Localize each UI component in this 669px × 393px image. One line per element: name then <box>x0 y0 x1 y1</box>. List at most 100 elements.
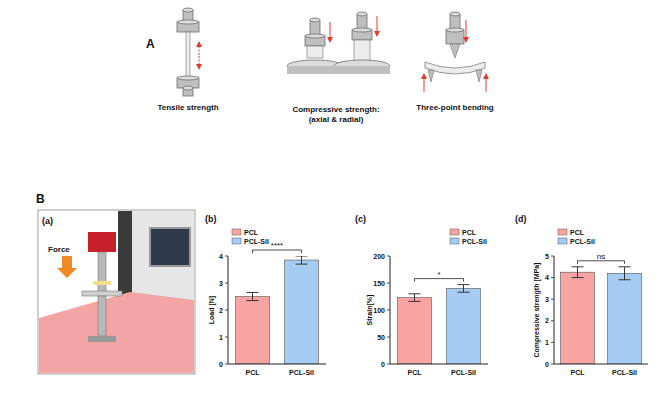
text: Strain[%] <box>366 295 374 326</box>
grip-top <box>357 12 367 16</box>
text: (d) <box>515 214 527 224</box>
force-arrow <box>57 256 77 278</box>
text: PCL-Sil <box>289 369 314 376</box>
plot-marks <box>236 256 319 364</box>
text: Three-point bending <box>416 103 493 112</box>
y-tick <box>225 256 228 257</box>
plot-marks <box>398 285 481 364</box>
force-arrow <box>199 44 200 55</box>
text: (b) <box>205 214 217 224</box>
error-cap <box>409 301 421 302</box>
text: 0 <box>545 361 549 368</box>
grip-top <box>446 28 464 32</box>
lower-fixture <box>82 291 122 296</box>
figure: A Tensile strength Compressive strength: (a… <box>0 0 669 393</box>
x-axis <box>228 364 326 365</box>
error-line <box>252 292 253 300</box>
y-tick <box>551 299 554 300</box>
legend-swatch <box>450 229 459 235</box>
chart: (b)01234PCLPCL-SilLoad [N]****PCLPCL-Sil <box>205 214 326 376</box>
chart: (d)012345PCLPCL-SilCompressive strength … <box>515 214 648 376</box>
error-bar <box>458 285 470 293</box>
force-arrow <box>330 22 331 40</box>
error-line <box>577 267 578 278</box>
text: 200 <box>373 253 385 260</box>
text: 4 <box>545 274 549 281</box>
table <box>39 292 194 373</box>
error-cap <box>296 256 308 257</box>
y-tick <box>551 320 554 321</box>
y-tick <box>387 310 390 311</box>
error-line <box>463 285 464 293</box>
legend-swatch <box>232 229 241 235</box>
y-tick <box>551 342 554 343</box>
support <box>476 70 482 82</box>
bar <box>608 273 642 364</box>
specimen <box>186 32 190 78</box>
grip-top <box>183 86 193 90</box>
y-tick <box>225 283 228 284</box>
text: (a) <box>42 216 53 226</box>
grip-top <box>450 12 460 16</box>
setup-frame <box>38 210 195 374</box>
error-cap <box>458 284 470 285</box>
text: PCL <box>246 369 261 376</box>
y-tick <box>551 277 554 278</box>
error-cap <box>296 264 308 265</box>
plot-marks <box>561 267 642 364</box>
error-cap <box>247 292 259 293</box>
text: 0 <box>219 361 223 368</box>
y-axis <box>554 256 555 364</box>
text: 5 <box>545 253 549 260</box>
error-cap <box>619 279 631 280</box>
error-line <box>301 256 302 264</box>
force-arrow <box>466 20 467 40</box>
y-tick <box>387 256 390 257</box>
error-cap <box>619 266 631 267</box>
text: PCL-Sil <box>244 238 269 245</box>
text: PCL-Sil <box>612 369 637 376</box>
text: Tensile strength <box>157 103 218 112</box>
screen <box>150 228 190 266</box>
text: PCL <box>570 229 585 236</box>
bar <box>561 272 595 364</box>
text: 0 <box>381 361 385 368</box>
y-tick <box>225 364 228 365</box>
text: Compressive strength: <box>292 105 379 114</box>
platen-body <box>334 66 390 74</box>
text: A <box>146 37 155 51</box>
grip-top <box>183 8 193 12</box>
text: PCL <box>244 229 259 236</box>
text: B <box>36 192 45 206</box>
legend-swatch <box>232 238 241 244</box>
legend-swatch <box>558 238 567 244</box>
text: * <box>437 270 440 279</box>
grip-top <box>177 20 199 24</box>
grip-top <box>177 76 199 80</box>
text: 150 <box>373 280 385 287</box>
significance-bracket <box>415 279 464 282</box>
text: 1 <box>219 334 223 341</box>
test-icons <box>177 8 486 96</box>
specimen <box>354 40 370 62</box>
error-cap <box>458 292 470 293</box>
text: 2 <box>545 317 549 324</box>
support <box>428 70 434 82</box>
grip-top <box>310 18 320 22</box>
text: 1 <box>545 339 549 346</box>
text: PCL-Sil <box>462 238 487 245</box>
error-cap <box>572 266 584 267</box>
upper-grip <box>98 252 106 292</box>
error-cap <box>409 293 421 294</box>
text: 3 <box>545 296 549 303</box>
text: PCL <box>462 229 477 236</box>
text: **** <box>271 241 283 250</box>
bar <box>447 288 481 364</box>
error-bar <box>296 256 308 264</box>
text: (c) <box>355 214 366 224</box>
legend: PCLPCL-Sil <box>558 229 595 245</box>
legend: PCL PCL-Sil <box>232 229 269 245</box>
text: Force <box>48 245 70 254</box>
legend-swatch <box>558 229 567 235</box>
text: Compressive strength [MPa] <box>533 263 541 358</box>
